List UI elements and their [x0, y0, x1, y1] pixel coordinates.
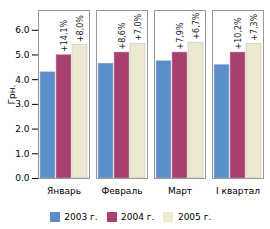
- html-text:2003 г.: 2003 г.: [64, 211, 98, 222]
- svg-text:2.0: 2.0: [15, 124, 30, 134]
- svg-text:+14,1%: +14,1%: [60, 19, 69, 52]
- svg-text:+6,7%: +6,7%: [192, 12, 201, 39]
- svg-text:3.0: 3.0: [15, 99, 30, 109]
- svg-text:Грн.: Грн.: [7, 85, 17, 105]
- svg-text:+8,0%: +8,0%: [76, 15, 85, 42]
- svg-text:+8,6%: +8,6%: [118, 22, 127, 49]
- svg-text:Февраль: Февраль: [102, 186, 143, 196]
- svg-text:+7,0%: +7,0%: [134, 13, 143, 40]
- svg-text:0.0: 0.0: [15, 173, 30, 183]
- svg-text:I квартал: I квартал: [216, 186, 260, 196]
- html-text:2004 г.: 2004 г.: [121, 211, 155, 222]
- html-text:2005 г.: 2005 г.: [177, 211, 212, 222]
- svg-text:1.0: 1.0: [15, 149, 30, 159]
- svg-text:+7,3%: +7,3%: [250, 13, 259, 40]
- svg-text:4.0: 4.0: [15, 75, 30, 85]
- svg-text:+7,9%: +7,9%: [176, 22, 185, 49]
- svg-text:Март: Март: [168, 186, 192, 196]
- svg-text:+10,2%: +10,2%: [234, 17, 243, 50]
- svg-text:6.0: 6.0: [15, 25, 30, 35]
- svg-text:Январь: Январь: [47, 186, 81, 196]
- svg-text:5.0: 5.0: [15, 50, 30, 60]
